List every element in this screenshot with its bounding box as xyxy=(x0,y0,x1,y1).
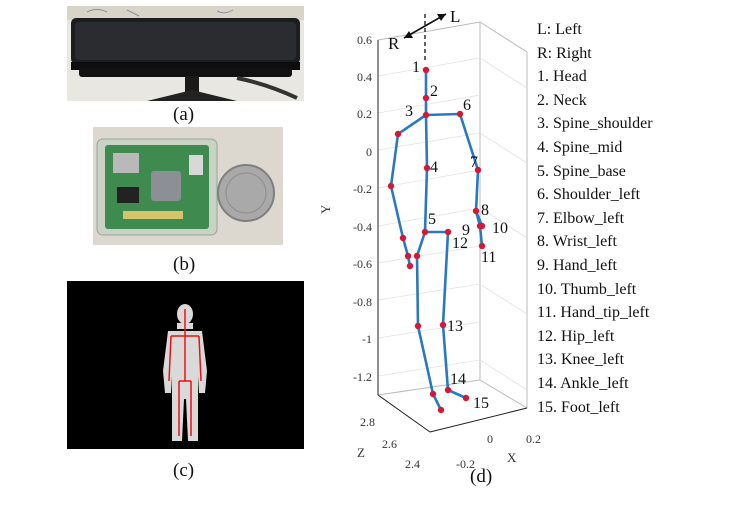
joint-number-label: 11 xyxy=(481,249,496,266)
joint-marker xyxy=(413,252,421,260)
x-axis-label: X xyxy=(507,450,517,465)
legend-item: 6. Shoulder_left xyxy=(537,186,641,204)
joint-number-label: 15 xyxy=(473,395,489,412)
joint-marker xyxy=(444,228,452,236)
z-axis-line xyxy=(377,394,431,433)
joint-marker xyxy=(456,110,464,118)
legend-item: 3. Spine_shoulder xyxy=(537,115,653,133)
y-tick: -0.2 xyxy=(353,182,372,196)
z-tick: 2.6 xyxy=(382,437,397,451)
direction-left-label: L xyxy=(450,7,460,26)
legend-item: 14. Ankle_left xyxy=(537,374,629,392)
skeleton-bone xyxy=(415,231,443,411)
legend-item: 5. Spine_base xyxy=(537,162,626,180)
y-tick: -0.8 xyxy=(353,295,372,309)
direction-right-label: R xyxy=(388,34,400,53)
kinect-sensor-photo xyxy=(67,6,304,101)
y-tick: 0.6 xyxy=(357,33,372,47)
z-tick: 2.8 xyxy=(360,415,375,429)
legend-item: 12. Hip_left xyxy=(537,327,615,345)
joint-number-label: 4 xyxy=(430,159,438,176)
x-tick: -0.2 xyxy=(456,457,475,471)
joint-marker xyxy=(437,406,445,414)
caption-a: (a) xyxy=(173,104,195,125)
legend-item: 7. Elbow_left xyxy=(537,209,625,227)
legend-item: 4. Spine_mid xyxy=(537,138,623,156)
y-tick: -0.4 xyxy=(353,220,372,234)
joint-number-label: 12 xyxy=(452,235,468,252)
plot-gridlines xyxy=(377,57,528,391)
arrow-head-right-icon xyxy=(404,31,413,38)
depth-silhouette-image xyxy=(67,281,304,449)
skeleton-bone xyxy=(423,114,429,233)
z-tick: 2.4 xyxy=(405,457,420,471)
x-tick: 0 xyxy=(487,432,493,446)
legend-item: 8. Wrist_left xyxy=(537,233,617,251)
legend-item: 1. Head xyxy=(537,68,587,86)
plot-box-frame xyxy=(377,21,528,409)
joint-marker xyxy=(423,164,431,172)
y-tick: -1 xyxy=(362,332,372,346)
y-tick: -1.2 xyxy=(353,370,372,384)
joint-number-label: 3 xyxy=(405,103,413,120)
arrow-head-left-icon xyxy=(437,14,446,21)
legend-item: 15. Foot_left xyxy=(537,398,620,416)
joint-marker xyxy=(472,207,480,215)
joint-number-label: 6 xyxy=(463,97,471,114)
x-axis-line xyxy=(429,407,528,433)
joint-number-label: 5 xyxy=(428,211,436,228)
joint-marker xyxy=(478,222,486,230)
joint-marker xyxy=(406,262,414,270)
y-tick: -0.6 xyxy=(353,257,372,271)
skeleton-joints xyxy=(387,66,486,414)
joint-number-label: 1 xyxy=(412,59,420,76)
legend-item: R: Right xyxy=(537,44,592,62)
joint-number-label: 7 xyxy=(470,154,478,171)
joint-number-label: 13 xyxy=(447,318,463,335)
x-tick: 0.2 xyxy=(526,432,541,446)
joint-marker xyxy=(444,386,452,394)
legend-item: 2. Neck xyxy=(537,91,587,109)
joint-number-label: 14 xyxy=(450,371,466,388)
legend-item: 13. Knee_left xyxy=(537,351,625,369)
joint-marker xyxy=(404,252,412,260)
legend-item: L: Left xyxy=(537,21,582,38)
caption-c: (c) xyxy=(173,460,195,481)
z-axis-label: Z xyxy=(357,445,365,460)
joint-marker xyxy=(387,182,395,190)
joint-number-label: 2 xyxy=(430,83,438,100)
y-axis-label: Y xyxy=(318,204,333,214)
joint-number-label: 8 xyxy=(481,202,489,219)
joint-legend: L: Left R: Right 1. Head 2. Neck 3. Spin… xyxy=(537,18,653,419)
legend-item: 10. Thumb_left xyxy=(537,280,637,298)
joint-marker xyxy=(399,234,407,242)
skeleton-bone xyxy=(425,112,484,247)
joint-marker xyxy=(421,228,429,236)
joint-marker xyxy=(422,94,430,102)
joint-marker xyxy=(422,111,430,119)
joint-marker xyxy=(439,321,447,329)
joint-marker xyxy=(422,66,430,74)
joint-marker xyxy=(462,394,470,402)
joint-marker xyxy=(394,130,402,138)
y-tick: 0 xyxy=(366,145,372,159)
legend-item: 9. Hand_left xyxy=(537,256,617,274)
y-tick: 0.2 xyxy=(357,107,372,121)
joint-marker xyxy=(429,390,437,398)
joint-number-label: 10 xyxy=(492,220,508,237)
left-right-arrow xyxy=(403,13,447,39)
joint-marker xyxy=(414,322,422,330)
caption-b: (b) xyxy=(173,254,196,275)
joint-marker xyxy=(478,242,486,250)
y-tick: 0.4 xyxy=(357,70,372,84)
wearable-sensor-photo xyxy=(93,127,283,245)
joint-number-label: 9 xyxy=(462,222,470,239)
caption-d: (d) xyxy=(470,466,493,487)
legend-item: 11. Hand_tip_left xyxy=(537,304,650,322)
joint-marker xyxy=(474,166,482,174)
